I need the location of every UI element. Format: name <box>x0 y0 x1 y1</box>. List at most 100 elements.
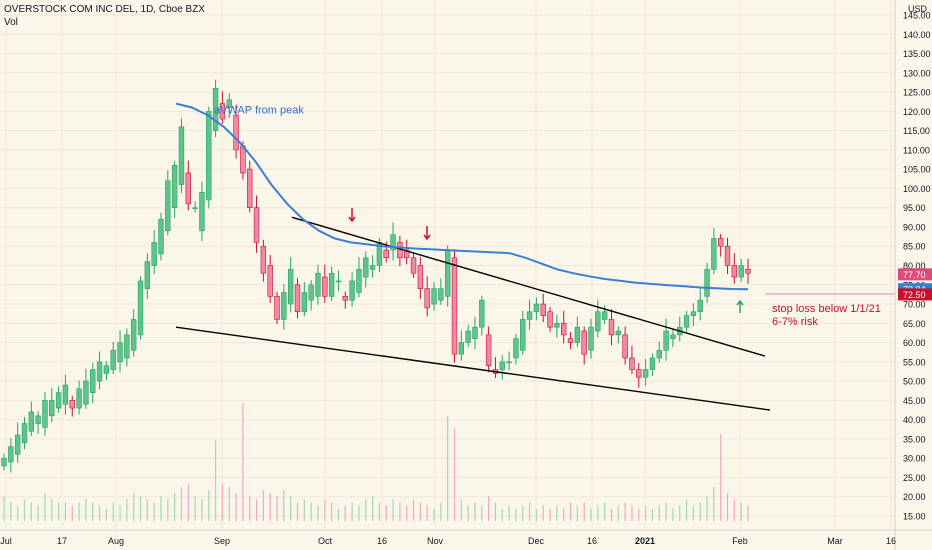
candle-body <box>574 326 581 343</box>
y-tick-label: 125.00 <box>903 88 931 98</box>
candle-body <box>410 257 417 274</box>
volume-bar <box>3 496 5 521</box>
candle-body <box>533 303 540 313</box>
y-tick-label: 20.00 <box>903 492 926 502</box>
volume-bar <box>269 493 271 521</box>
y-tick-label: 70.00 <box>903 300 926 310</box>
volume-bar <box>726 493 729 521</box>
candle-body <box>185 172 191 205</box>
volume-bar <box>733 499 735 521</box>
volume-bar <box>303 499 305 521</box>
candle-body <box>28 411 35 432</box>
y-tick-label: 140.00 <box>903 30 931 40</box>
volume-bar <box>371 496 374 521</box>
candle-body <box>670 334 676 340</box>
candle-body <box>369 265 376 270</box>
candle-body <box>8 446 14 463</box>
candle-body <box>55 392 62 409</box>
candle-body <box>547 311 553 328</box>
candle-body <box>260 245 267 274</box>
candle-body <box>520 319 526 351</box>
volume-bar <box>283 490 285 521</box>
volume-bar <box>672 508 674 521</box>
candle-body <box>247 168 253 208</box>
volume-bar <box>651 508 654 521</box>
volume-bar <box>433 508 435 521</box>
volume-bar <box>344 505 346 521</box>
y-tick-label: 65.00 <box>903 319 926 329</box>
candle-body <box>219 103 226 120</box>
volume-bar <box>631 505 633 521</box>
candle-body <box>622 334 628 359</box>
candle-body <box>458 342 465 355</box>
volume-bar <box>528 502 531 521</box>
candle-body <box>1 457 7 467</box>
candle-body <box>745 269 751 274</box>
volume-bar <box>747 505 749 521</box>
volume-bar <box>180 486 183 521</box>
candle-body <box>704 269 710 297</box>
candle-body <box>349 280 355 301</box>
candle-body <box>451 257 458 355</box>
avwap-label: aVWAP from peak <box>214 104 304 116</box>
volume-bar <box>399 502 401 521</box>
candle-body <box>226 99 232 108</box>
x-tick-label: 2021 <box>635 536 655 546</box>
candle-body <box>424 288 430 309</box>
candle-body <box>540 303 546 316</box>
candle-body <box>96 361 103 382</box>
volume-bar <box>597 505 599 521</box>
candle-body <box>444 249 451 297</box>
volume-bar <box>351 502 353 521</box>
volume-bar <box>515 508 517 521</box>
volume-bar <box>604 502 606 521</box>
candle-body <box>554 323 560 328</box>
volume-bar <box>276 496 278 521</box>
candle-body <box>506 361 512 364</box>
stop-loss-text: stop loss below 1/1/21 <box>772 303 881 315</box>
volume-bar <box>419 502 421 521</box>
candle-body <box>738 265 744 278</box>
volume-bar <box>235 493 237 521</box>
y-tick-label: 85.00 <box>903 242 926 252</box>
candle-body <box>601 311 608 320</box>
volume-bar <box>30 502 32 521</box>
volume-bar <box>549 508 551 521</box>
volume-bar <box>214 440 217 521</box>
candle-body <box>206 111 212 201</box>
x-tick-label: Dec <box>528 536 545 546</box>
candle-body <box>404 249 410 259</box>
y-tick-label: 55.00 <box>903 357 926 367</box>
x-tick-label: Sep <box>214 536 230 546</box>
volume-label: Vol <box>4 17 18 28</box>
candle-body <box>499 361 505 370</box>
volume-bar <box>474 502 476 521</box>
candle-body <box>731 265 738 278</box>
candle-body <box>526 311 533 320</box>
candle-body <box>683 315 690 328</box>
volume-bar <box>317 505 319 521</box>
volume-bar <box>563 508 565 521</box>
y-tick-label: 100.00 <box>903 184 931 194</box>
x-tick-label: Aug <box>108 536 124 546</box>
y-tick-label: 145.00 <box>903 11 931 21</box>
y-tick-label: 105.00 <box>903 165 931 175</box>
candle-body <box>76 388 82 409</box>
y-tick-label: 80.00 <box>903 261 926 271</box>
volume-bar <box>242 403 244 521</box>
candle-body <box>62 384 69 405</box>
candle-body <box>178 126 185 185</box>
price-tag-label: 72.50 <box>903 290 926 300</box>
candle-body <box>14 434 21 455</box>
volume-bar <box>501 508 503 521</box>
candle-body <box>472 326 478 340</box>
y-tick-label: 120.00 <box>903 107 931 117</box>
candle-body <box>322 276 328 297</box>
candle-body <box>171 165 178 208</box>
volume-bar <box>638 508 640 521</box>
volume-bar <box>699 502 701 521</box>
avwap-line <box>175 102 749 291</box>
candle-body <box>485 334 492 367</box>
volume-bar <box>126 499 128 521</box>
